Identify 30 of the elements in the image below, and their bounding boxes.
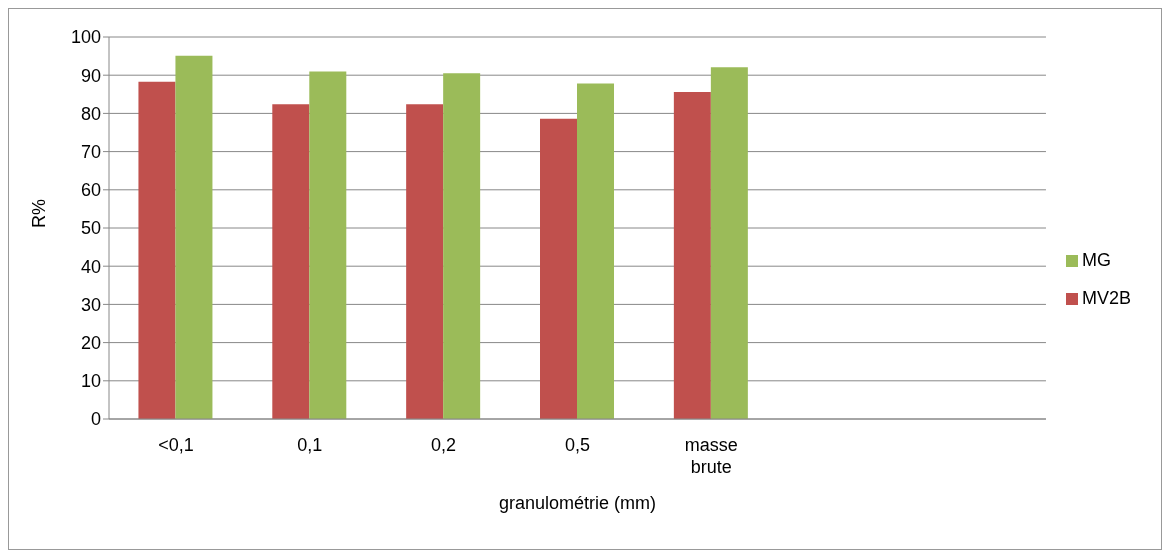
x-tick-label: 0,2	[431, 435, 457, 455]
bar	[309, 71, 347, 419]
x-axis-title: granulométrie (mm)	[498, 493, 657, 513]
bar	[175, 55, 213, 419]
y-tick-label: 90	[80, 65, 101, 86]
bar	[406, 104, 444, 419]
y-tick-label: 30	[80, 294, 101, 315]
bar	[577, 83, 615, 419]
legend-label: MV2B	[1081, 288, 1131, 308]
x-tick-label: masse brute	[684, 435, 738, 477]
bar	[540, 118, 578, 419]
y-tick-label: 100	[70, 27, 101, 48]
y-tick-label: 80	[80, 103, 101, 124]
x-tick-label: 0,1	[297, 435, 323, 455]
y-tick-label: 60	[80, 180, 101, 201]
y-tick-label: 70	[80, 141, 101, 162]
y-tick-label: 50	[80, 218, 101, 239]
legend-label: MG	[1081, 250, 1111, 270]
x-tick-label: 0,5	[564, 435, 590, 455]
bar	[272, 104, 310, 419]
bar	[673, 92, 711, 419]
bar	[443, 73, 481, 419]
y-tick-label: 40	[80, 256, 101, 277]
bar	[710, 67, 748, 419]
y-tick-label: 10	[80, 371, 101, 392]
y-tick-label: 0	[90, 409, 101, 430]
x-tick-label: <0,1	[158, 435, 194, 455]
y-axis-title: R%	[29, 198, 50, 228]
y-tick-label: 20	[80, 332, 101, 353]
bar	[138, 81, 176, 419]
